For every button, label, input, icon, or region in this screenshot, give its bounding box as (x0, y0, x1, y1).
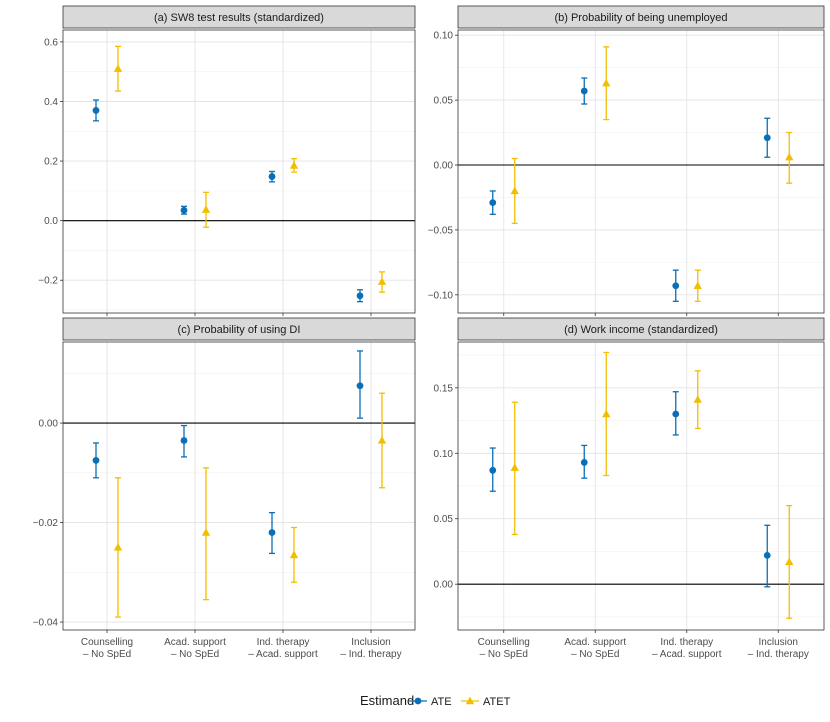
point-atet (693, 281, 702, 289)
point-atet (289, 550, 299, 559)
x-tick-label: Ind. therapy (660, 637, 713, 648)
x-tick-label: – Ind. therapy (340, 649, 401, 660)
panel-border (62, 29, 416, 314)
point-ate (180, 206, 188, 214)
point-atet (693, 395, 702, 403)
x-tick-label: – Acad. support (248, 649, 318, 660)
panel-strip (457, 5, 825, 29)
panel-c: (c) Probability of using DI −0.04 −0.02 0.0… (33, 317, 416, 660)
x-tick-label: Ind. therapy (257, 637, 310, 648)
point-ate (489, 466, 497, 474)
point-atet (510, 186, 519, 195)
x-tick-label: Counselling (81, 637, 133, 648)
point-ate (763, 134, 771, 142)
point-ate (763, 551, 771, 559)
panel-title: (d) Work income (standardized) (564, 324, 718, 336)
x-tick-label: Inclusion (759, 637, 798, 648)
x-tick-label: Counselling (478, 637, 530, 648)
x-tick-label: – No SpEd (171, 649, 219, 660)
legend-label-ate: ATE (431, 696, 452, 708)
x-tick-label: Acad. support (564, 637, 626, 648)
panel-strip (62, 317, 416, 341)
point-ate (580, 459, 588, 466)
y-tick-label: −0.10 (428, 290, 454, 301)
y-tick-label: −0.04 (33, 618, 59, 629)
y-tick-label: 0.00 (434, 580, 454, 591)
y-tick-label: 0.10 (434, 31, 454, 42)
x-tick-label: – No SpEd (83, 649, 131, 660)
panel-a: (a) SW8 test results (standardized) −0.2 0… (38, 5, 416, 316)
x-tick-label: Inclusion (351, 637, 390, 648)
panel-strip (457, 317, 825, 341)
y-tick-label: 0.05 (434, 514, 454, 525)
legend-title: Estimand (360, 693, 414, 708)
y-tick-label: 0.4 (44, 97, 58, 108)
panel-title: (c) Probability of using DI (178, 324, 301, 336)
y-tick-label: 0.15 (434, 383, 454, 394)
x-tick-label: Acad. support (164, 637, 226, 648)
panel-title: (b) Probability of being unemployed (554, 12, 727, 24)
panel-strip (62, 5, 416, 29)
point-atet (201, 528, 211, 536)
point-ate (580, 87, 588, 95)
point-ate (92, 456, 100, 464)
legend-key-triangle (465, 696, 475, 705)
x-tick-label: – Acad. support (652, 649, 722, 660)
panel-border (62, 341, 416, 631)
x-tick-label: – No SpEd (480, 649, 528, 660)
point-atet (113, 64, 123, 72)
point-atet (602, 409, 611, 418)
point-ate (92, 107, 100, 114)
y-tick-label: 0.2 (44, 157, 58, 168)
point-atet (785, 152, 794, 161)
point-ate (180, 437, 188, 444)
y-tick-label: 0.00 (39, 419, 59, 430)
point-atet (785, 557, 794, 566)
panel-d: (d) Work income (standardized) 0.00 0.05 0.… (434, 317, 825, 660)
point-atet (201, 205, 211, 213)
y-tick-label: −0.02 (33, 518, 59, 529)
y-tick-label: 0.00 (434, 161, 454, 172)
point-atet (510, 463, 519, 471)
y-tick-label: 0.6 (44, 37, 58, 48)
point-ate (356, 382, 364, 390)
point-ate (356, 292, 364, 300)
y-tick-label: −0.2 (38, 276, 58, 287)
y-tick-label: 0.0 (44, 216, 58, 227)
legend-label-atet: ATET (483, 696, 511, 708)
panel-b: (b) Probability of being unemployed −0.10… (428, 5, 825, 316)
y-tick-label: −0.05 (428, 225, 454, 236)
y-tick-label: 0.10 (434, 449, 454, 460)
x-tick-label: – No SpEd (571, 649, 619, 660)
point-ate (672, 410, 680, 418)
point-atet (113, 543, 123, 551)
x-tick-label: – Ind. therapy (748, 649, 809, 660)
legend: Estimand ATE ATET (360, 693, 511, 708)
panel-title: (a) SW8 test results (standardized) (154, 12, 324, 24)
point-atet (602, 78, 611, 87)
panel-border (457, 29, 825, 314)
panel-border (457, 341, 825, 631)
point-ate (489, 199, 497, 207)
point-atet (377, 277, 387, 285)
point-atet (377, 436, 387, 444)
point-ate (268, 173, 276, 180)
legend-key-circle (414, 697, 422, 705)
y-tick-label: 0.05 (434, 96, 454, 107)
point-atet (289, 161, 299, 169)
point-ate (268, 529, 276, 536)
point-ate (672, 282, 680, 290)
